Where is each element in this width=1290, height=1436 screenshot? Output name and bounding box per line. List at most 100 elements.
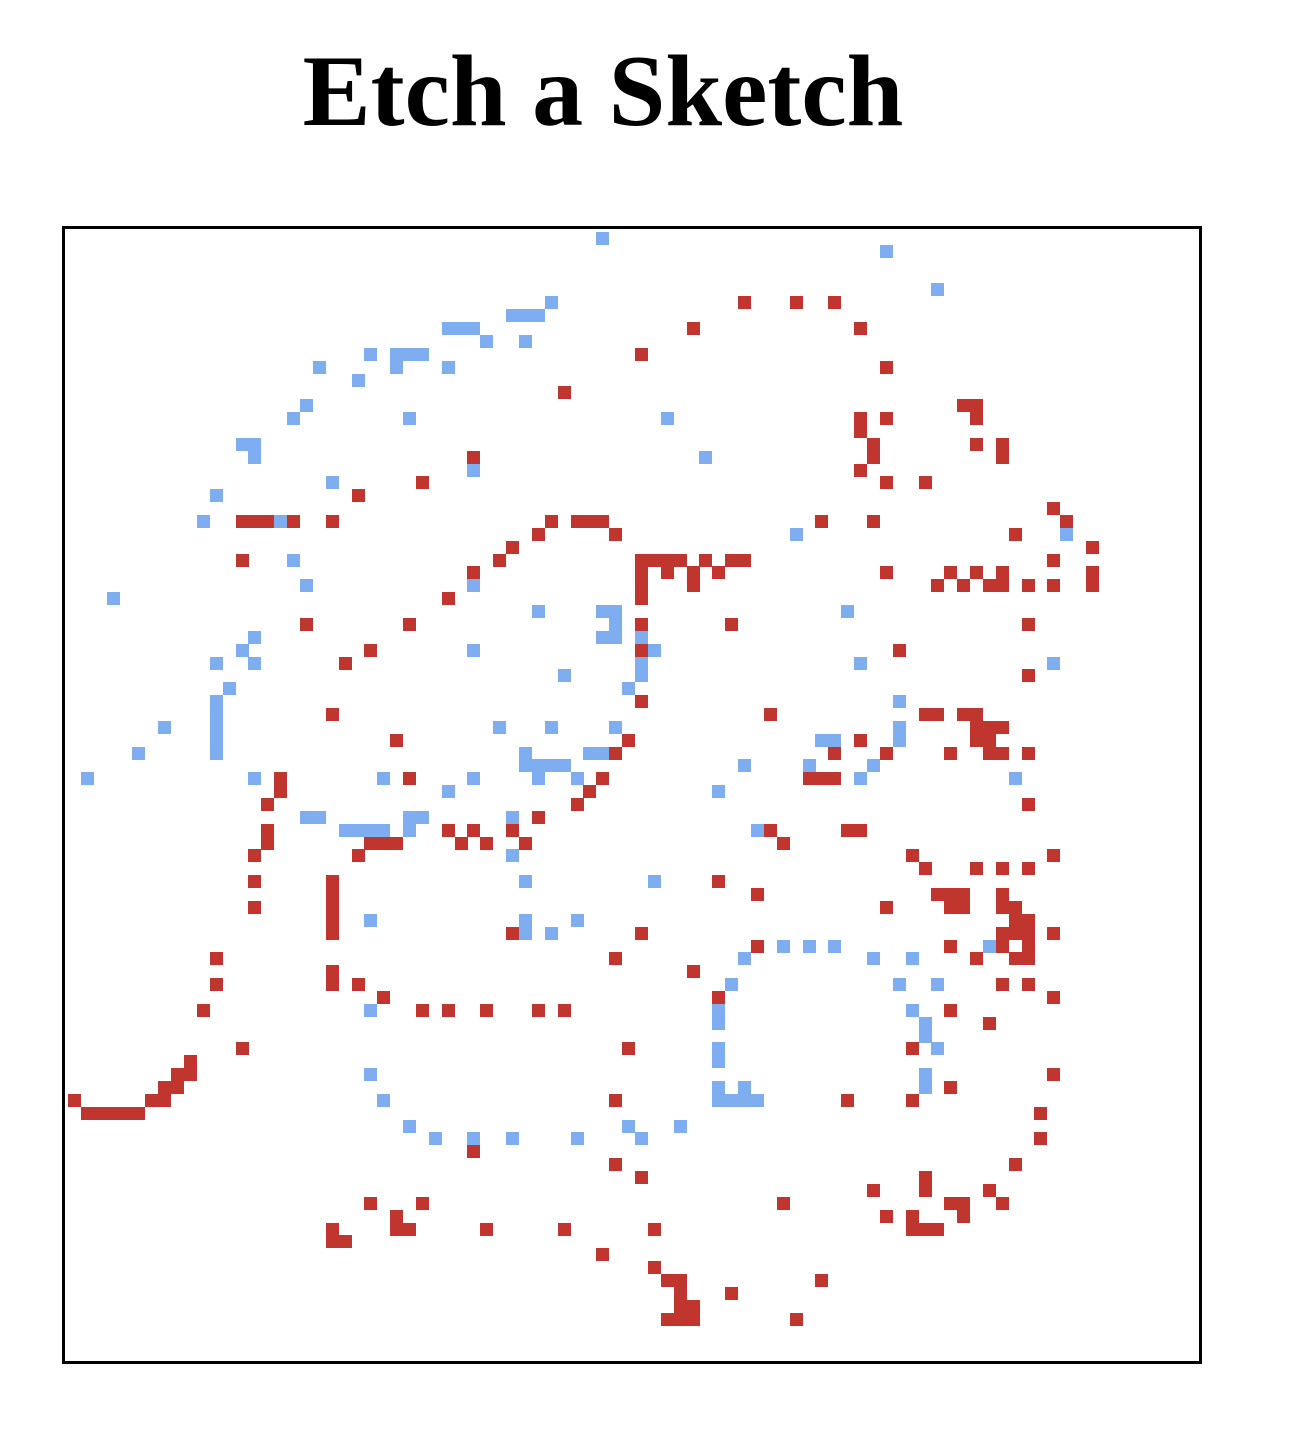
sketch-cell-red[interactable] [531,1003,545,1017]
sketch-cell-red[interactable] [970,437,984,451]
sketch-cell-red[interactable] [686,1312,700,1326]
sketch-cell-red[interactable] [686,1299,700,1313]
sketch-cell-red[interactable] [158,1093,172,1107]
sketch-cell-red[interactable] [1021,669,1035,683]
sketch-cell-red[interactable] [918,476,932,490]
sketch-cell-red[interactable] [995,1196,1009,1210]
sketch-cell-blue[interactable] [248,772,262,786]
sketch-cell-red[interactable] [325,978,339,992]
sketch-cell-red[interactable] [866,450,880,464]
sketch-cell-red[interactable] [982,733,996,747]
sketch-cell-red[interactable] [970,566,984,580]
sketch-cell-blue[interactable] [892,978,906,992]
sketch-cell-red[interactable] [609,527,623,541]
sketch-cell-blue[interactable] [725,1093,739,1107]
sketch-cell-blue[interactable] [738,759,752,773]
sketch-cell-red[interactable] [712,875,726,889]
sketch-cell-red[interactable] [403,617,417,631]
sketch-cell-blue[interactable] [635,669,648,683]
sketch-cell-red[interactable] [364,1196,378,1210]
sketch-cell-red[interactable] [957,900,971,914]
sketch-cell-blue[interactable] [622,1119,636,1133]
sketch-cell-red[interactable] [957,399,971,413]
sketch-cell-blue[interactable] [531,759,545,773]
sketch-cell-blue[interactable] [403,1119,417,1133]
sketch-cell-blue[interactable] [519,926,533,940]
sketch-cell-blue[interactable] [570,913,584,927]
sketch-cell-blue[interactable] [325,476,339,490]
sketch-cell-red[interactable] [1021,926,1035,940]
sketch-cell-red[interactable] [635,695,648,709]
sketch-cell-blue[interactable] [802,939,816,953]
sketch-cell-blue[interactable] [364,913,378,927]
sketch-cell-blue[interactable] [506,1132,520,1146]
sketch-cell-red[interactable] [776,1196,790,1210]
sketch-cell-blue[interactable] [596,630,610,644]
sketch-cell-blue[interactable] [635,656,648,670]
sketch-cell-red[interactable] [248,900,262,914]
sketch-cell-red[interactable] [274,785,288,799]
sketch-cell-blue[interactable] [415,347,429,361]
sketch-cell-red[interactable] [1021,913,1035,927]
sketch-cell-red[interactable] [854,322,868,336]
sketch-cell-blue[interactable] [441,360,455,374]
sketch-cell-red[interactable] [1060,515,1074,528]
sketch-cell-red[interactable] [480,1003,494,1017]
sketch-cell-red[interactable] [119,1106,133,1120]
sketch-cell-red[interactable] [454,836,468,850]
sketch-cell-blue[interactable] [892,733,906,747]
sketch-cell-blue[interactable] [866,759,880,773]
sketch-cell-blue[interactable] [506,309,520,323]
sketch-cell-red[interactable] [145,1093,159,1107]
sketch-cell-blue[interactable] [519,334,533,348]
sketch-cell-red[interactable] [506,926,520,940]
sketch-cell-red[interactable] [1034,1132,1048,1146]
sketch-cell-red[interactable] [970,862,984,876]
sketch-cell-red[interactable] [364,643,378,657]
sketch-cell-red[interactable] [570,515,584,528]
sketch-cell-red[interactable] [557,386,571,400]
sketch-cell-blue[interactable] [467,1132,481,1146]
sketch-cell-red[interactable] [647,553,661,567]
sketch-cell-blue[interactable] [557,669,571,683]
sketch-cell-red[interactable] [377,990,391,1004]
sketch-cell-red[interactable] [944,888,958,902]
sketch-cell-red[interactable] [828,296,842,310]
sketch-cell-blue[interactable] [544,296,558,310]
sketch-cell-blue[interactable] [712,1003,726,1017]
sketch-cell-blue[interactable] [635,1132,648,1146]
sketch-cell-red[interactable] [351,978,365,992]
sketch-cell-red[interactable] [982,579,996,593]
sketch-cell-red[interactable] [789,1312,803,1326]
sketch-cell-blue[interactable] [403,810,417,824]
sketch-cell-blue[interactable] [390,347,404,361]
sketch-cell-blue[interactable] [609,605,623,619]
sketch-cell-blue[interactable] [248,450,262,464]
sketch-cell-red[interactable] [1008,1158,1022,1172]
sketch-cell-blue[interactable] [519,875,533,889]
sketch-cell-red[interactable] [325,888,339,902]
sketch-cell-blue[interactable] [673,1119,687,1133]
sketch-cell-blue[interactable] [287,412,301,426]
sketch-cell-red[interactable] [183,1055,197,1069]
sketch-cell-red[interactable] [995,888,1009,902]
sketch-cell-blue[interactable] [467,579,481,593]
sketch-cell-blue[interactable] [209,733,223,747]
sketch-cell-blue[interactable] [789,527,803,541]
sketch-cell-blue[interactable] [699,450,713,464]
sketch-cell-blue[interactable] [80,772,94,786]
sketch-cell-blue[interactable] [892,720,906,734]
sketch-cell-blue[interactable] [596,605,610,619]
sketch-cell-red[interactable] [183,1068,197,1082]
sketch-cell-blue[interactable] [635,630,648,644]
sketch-cell-blue[interactable] [828,939,842,953]
sketch-cell-blue[interactable] [248,630,262,644]
sketch-cell-blue[interactable] [712,1042,726,1056]
sketch-cell-red[interactable] [1008,926,1022,940]
sketch-cell-red[interactable] [1021,579,1035,593]
sketch-cell-red[interactable] [647,1222,661,1236]
sketch-cell-red[interactable] [995,450,1009,464]
sketch-cell-red[interactable] [815,515,829,528]
sketch-cell-red[interactable] [660,566,674,580]
sketch-cell-red[interactable] [905,1093,919,1107]
